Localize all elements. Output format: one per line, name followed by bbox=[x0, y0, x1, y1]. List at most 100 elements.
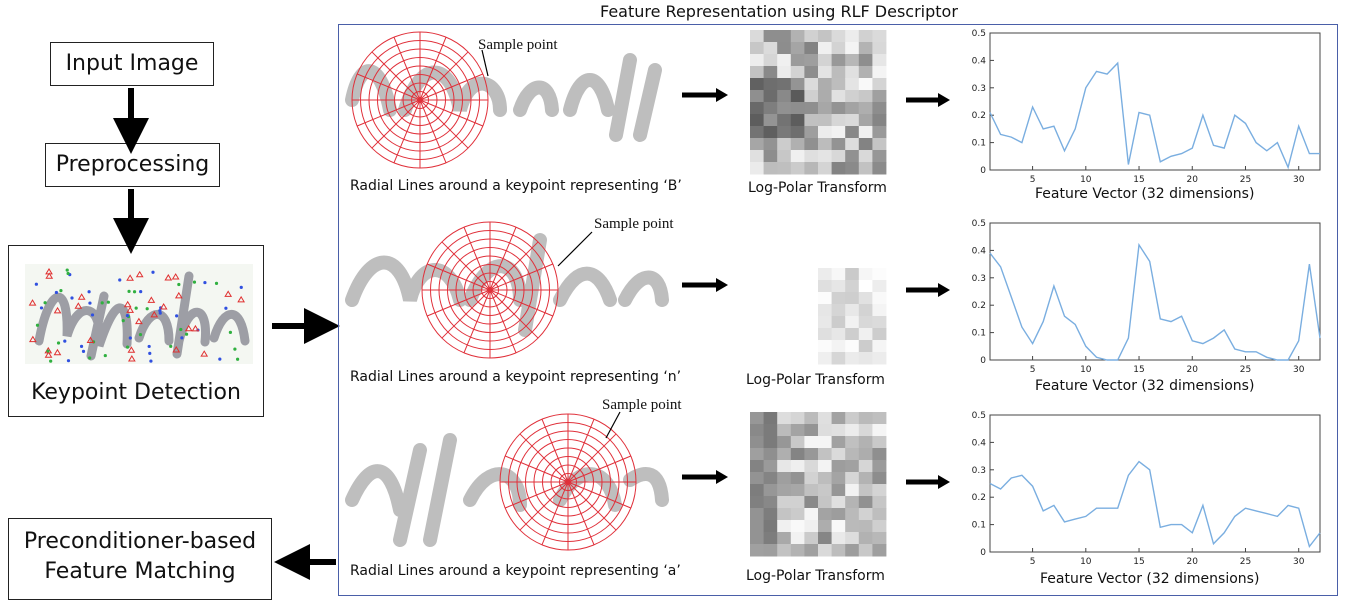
arrow-to-vector-head bbox=[938, 475, 950, 489]
logpolar-cell bbox=[764, 42, 778, 55]
logpolar-cell bbox=[777, 472, 791, 485]
logpolar-cell bbox=[832, 340, 846, 353]
logpolar-cell bbox=[764, 268, 778, 281]
logpolar-cell bbox=[859, 280, 873, 293]
logpolar-cell bbox=[764, 328, 778, 341]
logpolar-cell bbox=[872, 340, 886, 353]
logpolar-cell bbox=[791, 292, 805, 305]
logpolar-cell bbox=[832, 352, 846, 365]
logpolar-cell bbox=[818, 126, 832, 139]
keypoint-center bbox=[565, 479, 571, 485]
logpolar-cell bbox=[777, 30, 791, 43]
logpolar-cell bbox=[764, 244, 778, 257]
logpolar-cell bbox=[804, 352, 818, 365]
logpolar-cell bbox=[818, 114, 832, 127]
arrow-to-vector-head bbox=[938, 93, 950, 107]
logpolar-cell bbox=[832, 448, 846, 461]
logpolar-cell bbox=[804, 114, 818, 127]
logpolar-cell bbox=[818, 232, 832, 245]
logpolar-cell bbox=[832, 232, 846, 245]
x-tick-label: 15 bbox=[1133, 557, 1144, 567]
logpolar-cell bbox=[791, 126, 805, 139]
logpolar-cell bbox=[804, 340, 818, 353]
logpolar-cell bbox=[750, 232, 764, 245]
handwriting-snippet bbox=[352, 60, 655, 135]
logpolar-cell bbox=[791, 520, 805, 533]
x-tick-label: 25 bbox=[1240, 365, 1251, 375]
logpolar-cell bbox=[777, 114, 791, 127]
logpolar-cell bbox=[764, 316, 778, 329]
logpolar-image bbox=[750, 30, 886, 175]
logpolar-cell bbox=[859, 460, 873, 473]
logpolar-cell bbox=[750, 90, 764, 103]
logpolar-cell bbox=[764, 114, 778, 127]
logpolar-cell bbox=[804, 126, 818, 139]
y-tick-label: 0.1 bbox=[972, 329, 986, 339]
logpolar-cell bbox=[777, 280, 791, 293]
logpolar-cell bbox=[845, 412, 859, 425]
logpolar-cell bbox=[764, 532, 778, 545]
logpolar-cell bbox=[750, 340, 764, 353]
logpolar-caption-2: Log-Polar Transform bbox=[746, 372, 885, 388]
logpolar-cell bbox=[818, 508, 832, 521]
logpolar-cell bbox=[859, 412, 873, 425]
logpolar-cell bbox=[804, 256, 818, 269]
logpolar-cell bbox=[859, 268, 873, 281]
logpolar-cell bbox=[859, 78, 873, 91]
logpolar-cell bbox=[818, 54, 832, 67]
logpolar-cell bbox=[845, 496, 859, 509]
logpolar-cell bbox=[804, 412, 818, 425]
logpolar-cell bbox=[818, 340, 832, 353]
logpolar-cell bbox=[845, 280, 859, 293]
logpolar-cell bbox=[818, 138, 832, 151]
logpolar-cell bbox=[804, 220, 818, 233]
vector-caption-3: Feature Vector (32 dimensions) bbox=[1040, 571, 1259, 587]
y-tick-label: 0.1 bbox=[972, 521, 986, 531]
logpolar-cell bbox=[750, 436, 764, 449]
logpolar-cell bbox=[845, 508, 859, 521]
logpolar-cell bbox=[791, 102, 805, 115]
logpolar-cell bbox=[804, 448, 818, 461]
y-tick-label: 0.3 bbox=[972, 274, 986, 284]
logpolar-cell bbox=[750, 102, 764, 115]
logpolar-cell bbox=[832, 66, 846, 79]
logpolar-cell bbox=[832, 520, 846, 533]
logpolar-cell bbox=[804, 472, 818, 485]
y-tick-label: 0.3 bbox=[972, 466, 986, 476]
logpolar-cell bbox=[859, 328, 873, 341]
logpolar-cell bbox=[791, 220, 805, 233]
x-tick-label: 30 bbox=[1293, 557, 1305, 567]
x-tick-label: 5 bbox=[1030, 175, 1036, 185]
logpolar-cell bbox=[804, 280, 818, 293]
logpolar-cell bbox=[750, 328, 764, 341]
logpolar-cell bbox=[872, 472, 886, 485]
logpolar-cell bbox=[777, 508, 791, 521]
logpolar-cell bbox=[777, 256, 791, 269]
logpolar-cell bbox=[818, 90, 832, 103]
logpolar-cell bbox=[832, 484, 846, 497]
logpolar-cell bbox=[818, 220, 832, 233]
logpolar-cell bbox=[818, 448, 832, 461]
logpolar-cell bbox=[750, 460, 764, 473]
logpolar-cell bbox=[791, 544, 805, 557]
logpolar-cell bbox=[777, 304, 791, 317]
logpolar-cell bbox=[872, 304, 886, 317]
logpolar-cell bbox=[818, 162, 832, 175]
logpolar-cell bbox=[845, 544, 859, 557]
logpolar-cell bbox=[777, 126, 791, 139]
logpolar-cell bbox=[832, 460, 846, 473]
logpolar-image bbox=[750, 220, 886, 365]
logpolar-cell bbox=[791, 232, 805, 245]
logpolar-cell bbox=[859, 42, 873, 55]
logpolar-cell bbox=[764, 162, 778, 175]
sample-point-label-2: Sample point bbox=[594, 216, 674, 233]
logpolar-cell bbox=[872, 436, 886, 449]
logpolar-cell bbox=[804, 532, 818, 545]
logpolar-cell bbox=[859, 232, 873, 245]
logpolar-cell bbox=[804, 544, 818, 557]
logpolar-cell bbox=[845, 138, 859, 151]
logpolar-cell bbox=[832, 150, 846, 163]
logpolar-cell bbox=[872, 42, 886, 55]
logpolar-cell bbox=[804, 232, 818, 245]
logpolar-cell bbox=[777, 66, 791, 79]
